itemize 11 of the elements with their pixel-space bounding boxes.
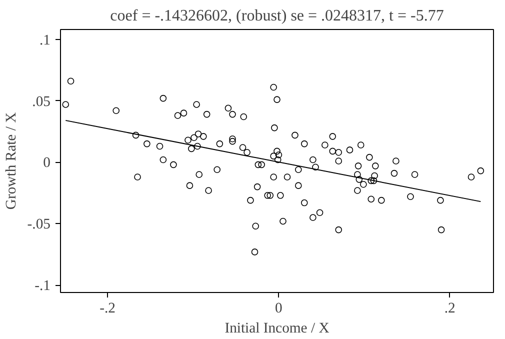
chart-title: coef = -.14326602, (robust) se = .0248317, t = -5.77 [110, 8, 444, 24]
y-tick-label: -.1 [34, 278, 50, 294]
y-tick-label: .1 [40, 32, 51, 48]
x-tick-label: 0 [275, 300, 282, 316]
y-axis-title: Growth Rate / X [3, 112, 20, 210]
y-tick-label: 0 [43, 155, 50, 172]
x-axis-title: Initial Income / X [224, 320, 330, 336]
y-tick-label: -.05 [27, 216, 50, 233]
y-tick-label: .05 [32, 94, 51, 110]
x-tick-label: .2 [444, 300, 456, 316]
x-tick-label: -.2 [100, 300, 116, 316]
